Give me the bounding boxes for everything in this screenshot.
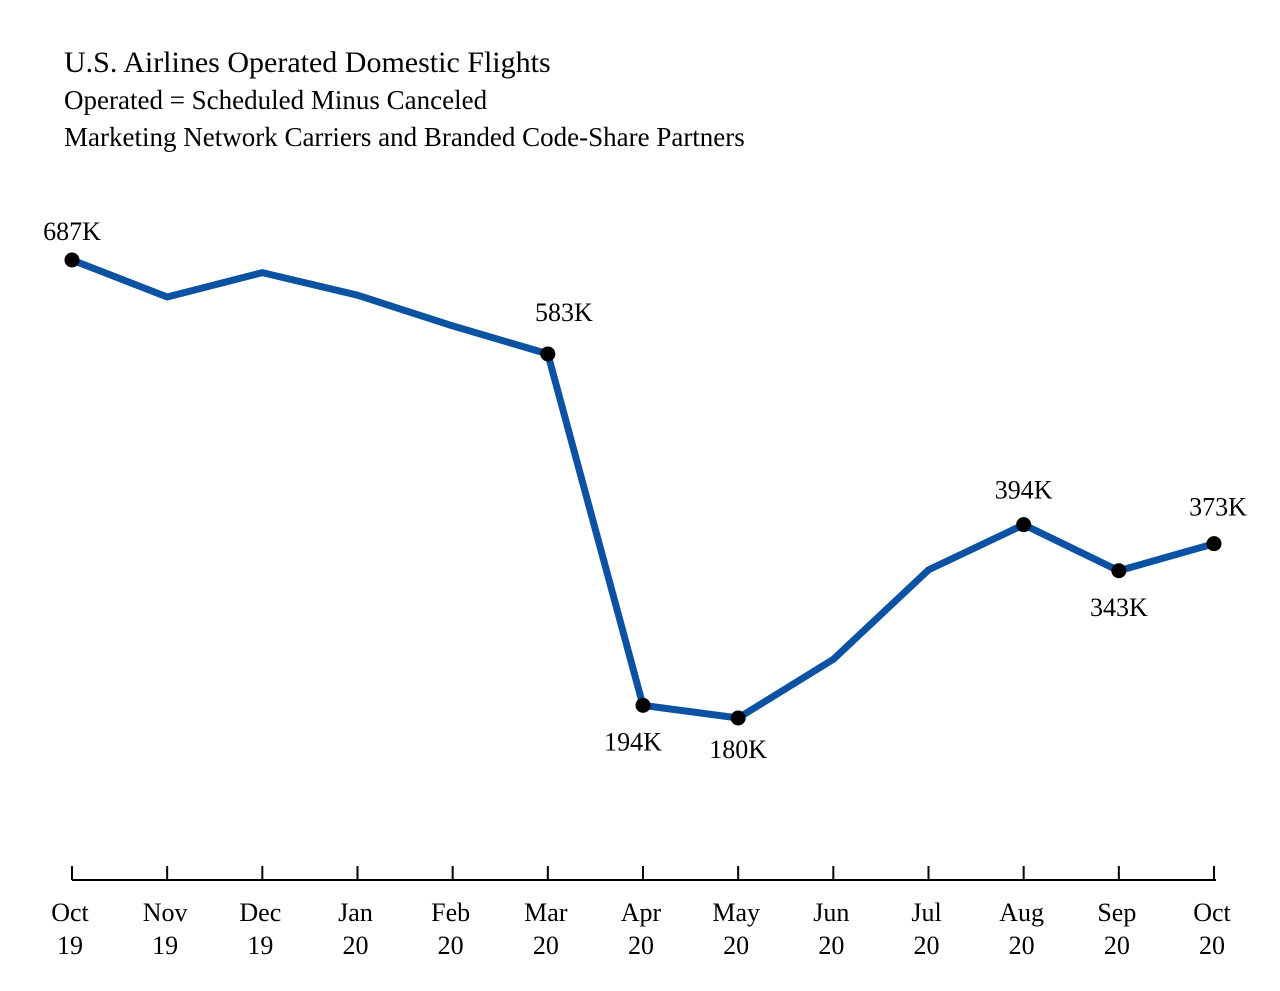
x-tick-label-year: 20 xyxy=(723,931,749,960)
x-tick-label-year: 20 xyxy=(818,931,844,960)
chart-subtitle-2: Marketing Network Carriers and Branded C… xyxy=(64,122,745,152)
data-label: 194K xyxy=(604,727,662,756)
data-label: 180K xyxy=(709,735,767,764)
x-tick-label-year: 19 xyxy=(57,931,83,960)
data-point-marker xyxy=(64,252,80,268)
x-tick-label-year: 19 xyxy=(247,931,273,960)
x-tick-label-year: 20 xyxy=(533,931,559,960)
data-label: 343K xyxy=(1090,593,1148,622)
x-tick-label-year: 20 xyxy=(1009,931,1035,960)
x-tick-label-month: Nov xyxy=(143,898,188,927)
x-tick-label-year: 20 xyxy=(1104,931,1130,960)
x-tick-label-year: 20 xyxy=(628,931,654,960)
x-tick-label-year: 20 xyxy=(343,931,369,960)
x-tick-label-year: 19 xyxy=(152,931,178,960)
data-label: 687K xyxy=(43,217,101,246)
data-point-marker xyxy=(635,697,651,713)
x-tick-label-year: 20 xyxy=(438,931,464,960)
x-tick-label-month: Sep xyxy=(1097,898,1136,927)
data-point-marker xyxy=(540,346,556,362)
data-label: 583K xyxy=(535,298,593,327)
chart-subtitle-1: Operated = Scheduled Minus Canceled xyxy=(64,85,488,115)
x-tick-label-month: Feb xyxy=(431,898,470,927)
x-tick-label-month: Oct xyxy=(1193,898,1231,927)
data-label: 394K xyxy=(995,476,1053,505)
x-tick-label-month: Oct xyxy=(51,898,89,927)
x-tick-label-month: Mar xyxy=(524,898,568,927)
data-point-marker xyxy=(730,710,746,726)
x-tick-label-month: Jul xyxy=(911,898,941,927)
x-tick-label-year: 20 xyxy=(914,931,940,960)
data-label: 373K xyxy=(1189,493,1247,522)
x-tick-label-month: Jan xyxy=(338,898,373,927)
data-point-marker xyxy=(1111,563,1127,579)
chart-title: U.S. Airlines Operated Domestic Flights xyxy=(64,46,551,79)
x-tick-label-month: Apr xyxy=(621,898,662,927)
data-point-marker xyxy=(1016,517,1032,533)
x-tick-label-month: Dec xyxy=(239,898,281,927)
x-tick-label-month: Aug xyxy=(999,898,1044,927)
data-point-marker xyxy=(1206,536,1222,552)
chart-titles: U.S. Airlines Operated Domestic Flights … xyxy=(64,44,745,156)
x-tick-label-month: May xyxy=(712,898,760,927)
x-tick-label-month: Jun xyxy=(813,898,849,927)
x-tick-label-year: 20 xyxy=(1199,931,1225,960)
